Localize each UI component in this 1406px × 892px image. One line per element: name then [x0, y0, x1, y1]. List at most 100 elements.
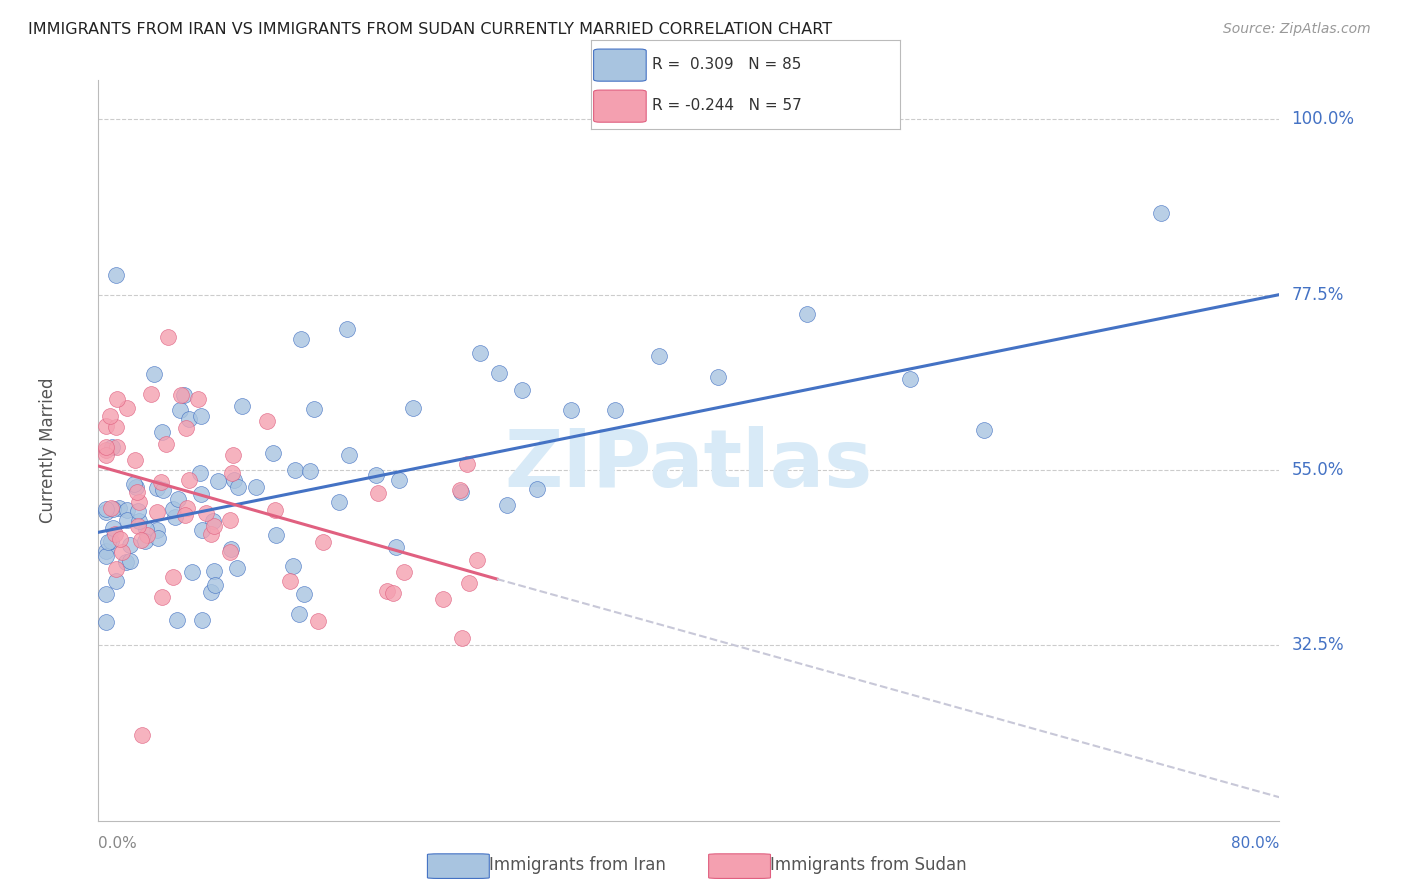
- Point: [264, 503, 287, 517]
- Point: [117, 503, 139, 517]
- Point: [201, 514, 224, 528]
- Text: Currently Married: Currently Married: [39, 377, 58, 524]
- Point: [510, 383, 533, 397]
- Point: [177, 474, 200, 488]
- Point: [115, 512, 138, 526]
- Point: [973, 423, 995, 437]
- Point: [134, 534, 156, 549]
- Point: [122, 477, 145, 491]
- Point: [382, 586, 405, 600]
- Point: [100, 500, 122, 515]
- Text: 0.0%: 0.0%: [98, 836, 138, 851]
- Point: [176, 501, 198, 516]
- Point: [224, 473, 246, 487]
- Point: [560, 402, 582, 417]
- Text: R = -0.244   N = 57: R = -0.244 N = 57: [652, 98, 803, 112]
- Text: 32.5%: 32.5%: [1291, 636, 1344, 655]
- Point: [219, 513, 242, 527]
- Text: ZIPatlas: ZIPatlas: [505, 426, 873, 504]
- Point: [169, 387, 191, 401]
- Point: [707, 369, 730, 384]
- Point: [375, 584, 398, 599]
- Point: [145, 523, 167, 537]
- Point: [148, 532, 170, 546]
- Point: [103, 527, 125, 541]
- Point: [796, 307, 818, 321]
- Point: [127, 504, 149, 518]
- FancyBboxPatch shape: [593, 90, 647, 122]
- Point: [181, 565, 204, 579]
- Point: [94, 505, 117, 519]
- Point: [146, 481, 169, 495]
- Text: 77.5%: 77.5%: [1291, 285, 1344, 303]
- Point: [221, 467, 243, 481]
- Point: [392, 566, 415, 580]
- Point: [128, 495, 150, 509]
- Point: [105, 574, 128, 588]
- Point: [367, 486, 389, 500]
- Point: [131, 728, 153, 742]
- Point: [457, 457, 479, 471]
- Point: [127, 484, 149, 499]
- Point: [298, 464, 321, 478]
- Point: [458, 576, 481, 591]
- Point: [115, 555, 138, 569]
- Point: [496, 498, 519, 512]
- Point: [167, 491, 190, 506]
- Point: [468, 345, 491, 359]
- Point: [219, 542, 242, 557]
- Point: [94, 543, 117, 558]
- Text: 100.0%: 100.0%: [1291, 111, 1354, 128]
- Point: [450, 484, 472, 499]
- Point: [200, 526, 222, 541]
- Point: [900, 372, 922, 386]
- Text: Immigrants from Sudan: Immigrants from Sudan: [770, 856, 967, 874]
- Point: [449, 483, 471, 497]
- Point: [174, 508, 197, 523]
- Point: [526, 483, 548, 497]
- Point: [94, 419, 117, 434]
- Point: [150, 425, 173, 440]
- Point: [94, 587, 117, 601]
- Point: [135, 522, 157, 536]
- Point: [401, 401, 423, 416]
- Text: R =  0.309   N = 85: R = 0.309 N = 85: [652, 57, 801, 71]
- Point: [385, 540, 408, 554]
- Point: [125, 480, 148, 494]
- Point: [98, 409, 121, 423]
- Point: [200, 585, 222, 599]
- FancyBboxPatch shape: [427, 854, 489, 879]
- Point: [100, 441, 122, 455]
- Point: [451, 631, 474, 645]
- Point: [105, 392, 128, 406]
- Point: [465, 553, 488, 567]
- Point: [105, 268, 128, 282]
- Point: [191, 524, 214, 538]
- Point: [162, 570, 184, 584]
- Point: [307, 614, 329, 628]
- Point: [136, 528, 159, 542]
- Point: [94, 615, 117, 629]
- Point: [312, 535, 335, 549]
- Point: [204, 578, 226, 592]
- Point: [188, 466, 211, 480]
- Point: [204, 564, 226, 578]
- Point: [337, 448, 360, 462]
- Point: [190, 487, 212, 501]
- Text: Immigrants from Iran: Immigrants from Iran: [489, 856, 666, 874]
- Point: [231, 399, 253, 413]
- Point: [111, 545, 134, 559]
- Point: [129, 533, 152, 548]
- Point: [648, 350, 671, 364]
- Point: [256, 414, 278, 428]
- Point: [94, 449, 117, 463]
- Point: [202, 518, 225, 533]
- Point: [1150, 206, 1173, 220]
- Point: [104, 420, 127, 434]
- Point: [173, 388, 195, 402]
- Point: [94, 549, 117, 564]
- Point: [262, 445, 284, 459]
- Point: [156, 330, 179, 344]
- Point: [110, 533, 132, 547]
- Point: [226, 480, 249, 494]
